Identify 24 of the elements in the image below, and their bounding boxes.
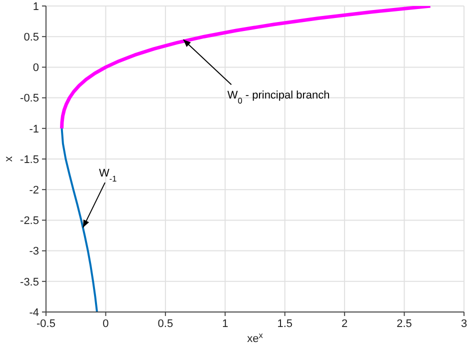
line-series: [60, 127, 98, 312]
annotation: W$_{-1}$: [99, 168, 118, 184]
x-tick-label: 3: [460, 318, 468, 330]
x-tick-label: 2.5: [396, 318, 412, 330]
y-tick-label: 1: [32, 0, 39, 13]
x-tick-label: 0: [102, 318, 109, 330]
x-tick-label: 0.5: [158, 318, 174, 330]
y-tick-label: 0: [32, 62, 39, 74]
line-series: [60, 6, 432, 130]
y-tick-label: -1.5: [20, 154, 39, 166]
y-tick-label: -3.5: [20, 276, 39, 288]
y-tick-label: -3: [29, 246, 39, 258]
y-axis-title: x: [3, 156, 15, 162]
x-tick-label: 1.5: [277, 318, 293, 330]
y-tick-label: -2: [29, 184, 39, 197]
y-tick-label: -1: [29, 123, 39, 136]
y-tick-label: -4: [29, 306, 39, 319]
x-tick-label: 2: [342, 318, 348, 330]
x-axis-title: xe$^{x}$: [247, 330, 264, 345]
x-tick-label: 1: [222, 318, 228, 330]
y-tick-label: 0.5: [24, 32, 39, 44]
annotation: W$_{0}$ - principal branch: [227, 90, 330, 106]
y-tick-label: -0.5: [20, 92, 39, 105]
y-tick-label: -2.5: [20, 215, 39, 228]
